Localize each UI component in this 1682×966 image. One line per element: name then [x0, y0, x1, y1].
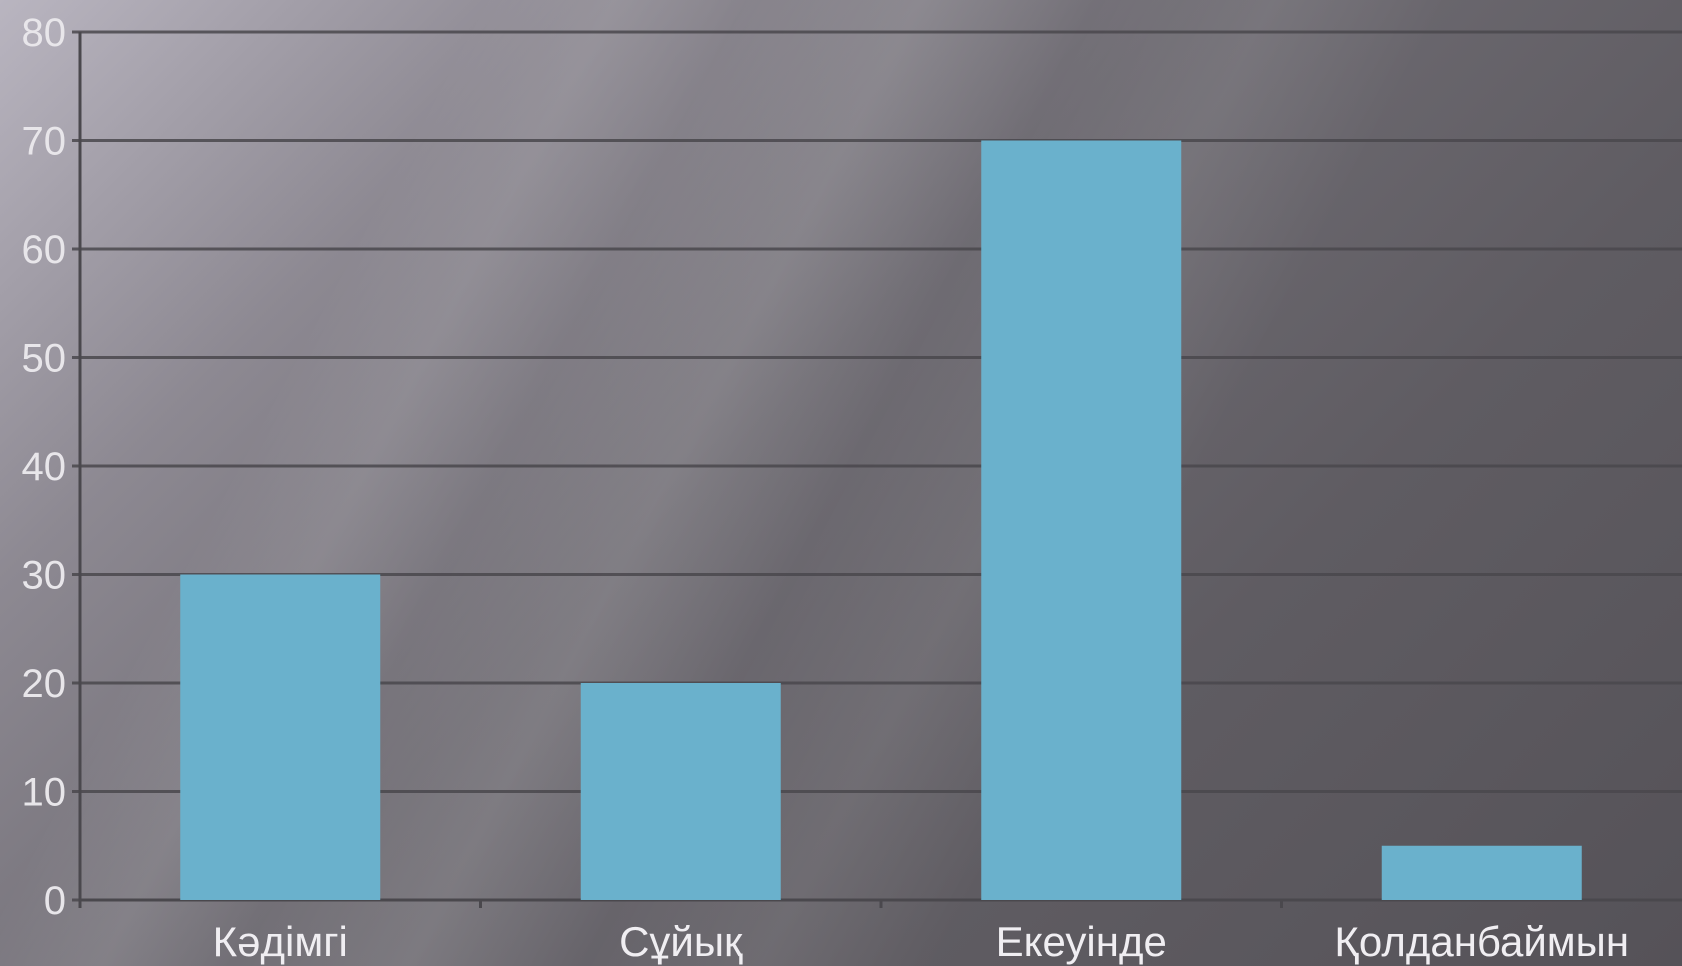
y-tick-label: 80	[22, 11, 67, 55]
x-tick-label: Кәдімгі	[213, 918, 348, 965]
bar-3	[981, 140, 1182, 900]
y-tick-label: 20	[22, 662, 67, 706]
y-tick-label: 0	[44, 879, 66, 923]
y-tick-label: 30	[22, 554, 67, 598]
y-tick-label: 50	[22, 337, 67, 381]
x-tick-label: Сұйық	[619, 918, 743, 965]
x-tick-label: Екеуінде	[996, 918, 1167, 965]
bar-2	[580, 683, 781, 900]
y-tick-labels: 0 10 20 30 40 50 60 70 80	[22, 11, 67, 923]
y-tick-label: 70	[22, 120, 67, 164]
x-tick-labels: Кәдімгі Сұйық Екеуінде Қолданбаймын	[213, 900, 1629, 965]
y-tick-label: 10	[22, 771, 67, 815]
bars	[180, 140, 1582, 900]
bar-4	[1381, 845, 1582, 900]
y-tick-label: 60	[22, 228, 67, 272]
y-tick-label: 40	[22, 445, 67, 489]
bar-1	[180, 574, 381, 900]
x-tick-label: Қолданбаймын	[1334, 918, 1629, 965]
